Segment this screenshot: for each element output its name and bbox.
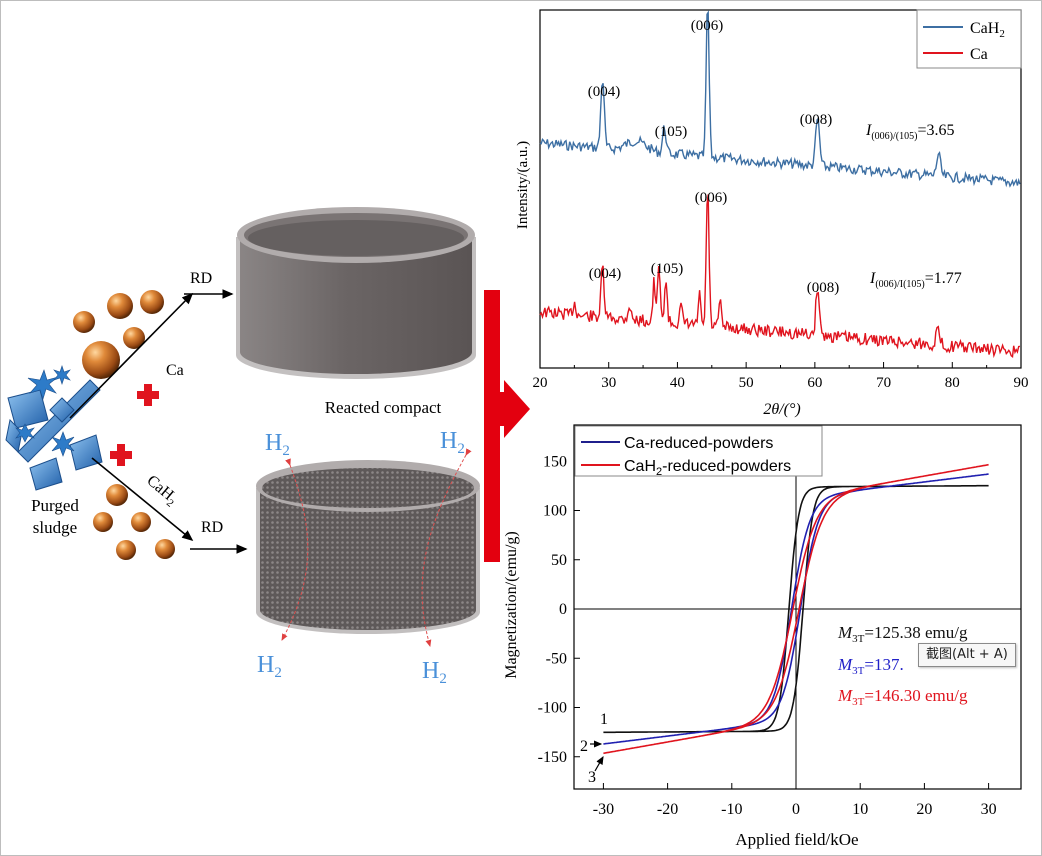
h2-label: H2 — [265, 430, 290, 459]
sludge-label-1: Purged — [31, 496, 79, 515]
ca-arrow — [69, 292, 194, 419]
m3t-annotation-3: M3T=146.30 emu/g — [837, 686, 968, 708]
peak-label: (006) — [691, 18, 724, 34]
reacted-compact-label: Reacted compact — [325, 398, 442, 417]
legend-ca: Ca — [970, 46, 988, 63]
peak-label: (105) — [655, 124, 688, 140]
y-tick-label: -50 — [546, 650, 567, 667]
legend-cah2: CaH2 — [970, 20, 1005, 40]
curve-label-3: 3 — [588, 769, 596, 786]
y-tick-label: -150 — [538, 749, 567, 766]
x-tick-label: 20 — [533, 375, 548, 391]
hyst-x-axis-label: Applied field/kOe — [735, 830, 858, 849]
y-tick-label: 0 — [559, 601, 567, 618]
peak-label: (008) — [800, 112, 833, 128]
reacted-compact-cylinder — [236, 207, 476, 379]
peak-label: (008) — [807, 280, 840, 296]
x-tick-label: -30 — [593, 801, 614, 818]
peak-label: (004) — [589, 266, 622, 282]
peak-label: (006) — [695, 190, 728, 206]
xrd-ca-trace — [539, 194, 1021, 359]
xrd-intensity-ratio-bottom: I(006)/I(105)=1.77 — [869, 270, 962, 290]
x-tick-label: 80 — [945, 375, 960, 391]
y-tick-label: -100 — [538, 700, 567, 717]
xrd-cah2-trace — [539, 10, 1021, 188]
y-tick-label: 100 — [543, 503, 567, 520]
x-tick-label: 0 — [792, 801, 800, 818]
h2-label: H2 — [257, 652, 282, 681]
h2-label: H2 — [422, 658, 447, 687]
hysteresis-curve-1 — [603, 484, 989, 734]
m3t-annotation-2: M3T=137. — [837, 655, 904, 677]
x-tick-label: 40 — [670, 375, 685, 391]
hysteresis-curve-2 — [603, 473, 989, 745]
m3t-annotation-1: M3T=125.38 emu/g — [837, 623, 968, 645]
rd-label-top: RD — [190, 270, 212, 287]
xrd-x-axis: 20 30 40 50 60 70 80 90 — [533, 362, 1029, 391]
screenshot-tooltip: 截图(Alt + A) — [918, 643, 1016, 667]
xrd-chart: 20 30 40 50 60 70 80 90 Intensity/(a.u.) 2θ/(°)… — [515, 9, 1029, 418]
y-tick-label: 150 — [543, 453, 567, 470]
xrd-y-axis-label: Intensity/(a.u.) — [515, 141, 531, 229]
x-tick-label: 30 — [601, 375, 616, 391]
x-tick-label: 50 — [739, 375, 754, 391]
ca-label: Ca — [166, 362, 184, 379]
x-tick-label: -10 — [721, 801, 742, 818]
plus-icon — [110, 444, 132, 466]
cah2-powder-balls — [93, 484, 175, 560]
x-tick-label: 10 — [852, 801, 868, 818]
hyst-y-axis-label: Magnetization/(emu/g) — [503, 531, 520, 679]
x-tick-label: 20 — [916, 801, 932, 818]
xrd-legend: CaH2 Ca — [916, 9, 1022, 69]
curve-3-pointer — [594, 755, 604, 772]
crystal-cluster — [5, 365, 103, 491]
hysteresis-curve-3 — [603, 463, 989, 755]
ca-powder-balls — [73, 290, 164, 379]
x-tick-label: 30 — [981, 801, 997, 818]
curve-label-2: 2 — [580, 738, 588, 755]
x-tick-label: 60 — [807, 375, 822, 391]
hysteresis-plot-area — [573, 424, 1022, 790]
x-tick-label: 90 — [1014, 375, 1029, 391]
flow-arrow — [484, 290, 530, 562]
hyst-legend: Ca-reduced-powders CaH2-reduced-powders — [574, 425, 823, 478]
porous-compact-cylinder — [256, 460, 480, 634]
h2-label: H2 — [440, 428, 465, 457]
sludge-label-2: sludge — [33, 518, 77, 537]
legend-ca-reduced: Ca-reduced-powders — [624, 435, 773, 452]
cah2-arrow — [91, 457, 194, 542]
xrd-x-axis-label: 2θ/(°) — [763, 401, 800, 418]
x-tick-label: 70 — [876, 375, 891, 391]
peak-label: (004) — [588, 84, 621, 100]
legend-cah2-reduced: CaH2-reduced-powders — [624, 458, 791, 478]
h2-flow-lines — [281, 448, 472, 647]
x-tick-label: -20 — [657, 801, 678, 818]
y-tick-label: 50 — [551, 552, 567, 569]
peak-label: (105) — [651, 261, 684, 277]
plus-icon — [137, 384, 159, 406]
xrd-intensity-ratio-top: I(006)/(105)=3.65 — [865, 122, 954, 142]
curve-label-1: 1 — [600, 711, 608, 728]
rd-label-bottom: RD — [201, 519, 223, 536]
